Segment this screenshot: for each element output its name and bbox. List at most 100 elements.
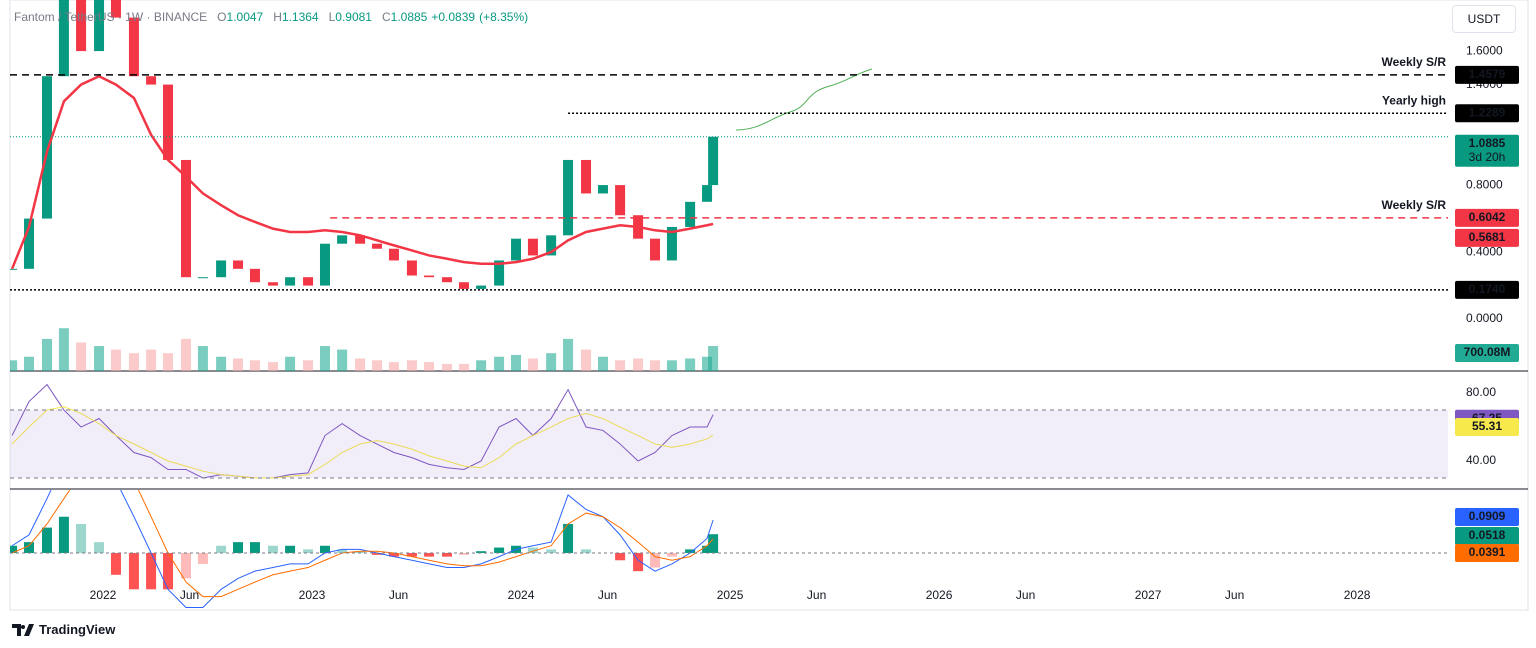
volume-bar <box>285 356 296 371</box>
histogram-bar <box>476 551 487 554</box>
candle <box>285 277 296 286</box>
ohlc-label: L <box>328 10 336 24</box>
candle <box>319 243 330 286</box>
volume-bar <box>303 360 314 371</box>
histogram-label: 0.0518 <box>1469 528 1506 542</box>
volume-bar <box>388 362 399 371</box>
histogram-bar <box>406 553 417 557</box>
ohlc-label: H <box>273 10 282 24</box>
y-tick-label: 0.0000 <box>1466 311 1503 325</box>
volume-label-box <box>1455 344 1519 362</box>
candle <box>458 282 469 289</box>
y-tick-label: 0.8000 <box>1466 177 1503 191</box>
ma-label: 0.5681 <box>1469 230 1506 244</box>
candle <box>355 235 366 244</box>
x-tick-label: Jun <box>1016 588 1035 602</box>
level-label-box <box>1455 208 1519 227</box>
candle <box>146 76 157 85</box>
volume-bar <box>110 349 121 371</box>
candle <box>337 235 348 244</box>
histogram-bar <box>702 545 713 554</box>
histogram-bar <box>267 545 278 554</box>
volume-bar <box>197 346 208 371</box>
histogram-bar <box>666 553 677 557</box>
candle <box>58 0 69 77</box>
volume-bar <box>708 346 719 371</box>
histogram-bar <box>337 549 348 554</box>
candle <box>563 159 574 236</box>
volume-bar <box>146 349 157 371</box>
candle <box>708 136 719 186</box>
ohlc-label: C <box>381 10 391 24</box>
candle <box>527 238 538 256</box>
candle <box>476 285 487 289</box>
level-name: Yearly high <box>1382 93 1446 107</box>
logo <box>12 623 34 636</box>
histogram-bar <box>128 553 139 590</box>
level-label: 0.6042 <box>1469 210 1506 224</box>
volume-bar <box>180 338 191 371</box>
y-tick-label: 80.00 <box>1466 385 1496 399</box>
candle <box>303 277 314 286</box>
candle <box>650 238 661 261</box>
volume-bar <box>666 360 677 371</box>
level-label-box <box>1455 65 1519 84</box>
change-pct: (+8.35%) <box>479 10 529 24</box>
rsi-ma-label: 55.31 <box>1472 419 1502 433</box>
volume-bar <box>58 328 69 371</box>
candle <box>406 260 417 276</box>
volume-bar <box>406 360 417 371</box>
volume-bar <box>233 358 244 371</box>
ohlc-value: 1.0047 <box>226 10 264 24</box>
ma-label-box <box>1455 228 1519 247</box>
histogram-bar <box>24 542 35 554</box>
x-tick-label: 2025 <box>717 588 744 602</box>
histogram-bar <box>615 553 626 561</box>
level-label-box <box>1455 280 1519 299</box>
histogram-bar <box>249 542 260 554</box>
histogram-bar <box>442 553 453 557</box>
x-tick-label: 2024 <box>508 588 535 602</box>
candle <box>94 0 105 52</box>
candle <box>163 84 174 160</box>
x-tick-label: 2026 <box>926 588 953 602</box>
candle <box>581 159 592 194</box>
histogram-bar <box>563 523 574 554</box>
histogram-bar <box>527 547 538 554</box>
candle <box>180 159 191 278</box>
volume-bar <box>10 360 18 371</box>
volume-bar <box>546 353 557 371</box>
x-tick-label: Jun <box>389 588 408 602</box>
ohlc-item: C1.0885 <box>382 10 427 24</box>
ohlc-item: O1.0047 <box>217 10 263 24</box>
frame <box>9 0 1529 611</box>
histogram-bar <box>146 553 157 590</box>
last-price-label-extra: 3d 20h <box>1469 150 1506 164</box>
candle <box>597 185 608 194</box>
rsi-ma-line <box>11 406 714 479</box>
candle <box>388 248 399 261</box>
rsi-pane <box>11 383 714 479</box>
rsi-ma-label-box <box>1455 417 1519 436</box>
volume-bar <box>476 360 487 371</box>
ohlc-value: 1.1364 <box>281 10 319 24</box>
candle <box>10 268 18 270</box>
brand-name: TradingView <box>39 622 116 637</box>
volume-bar <box>163 353 174 371</box>
brand: TradingView <box>12 622 115 637</box>
histogram-bar <box>355 551 366 554</box>
volume-bar <box>76 342 87 371</box>
level-name: Weekly S/R <box>1382 55 1447 69</box>
histogram-bar <box>94 542 105 554</box>
currency-button[interactable]: USDT <box>1452 5 1516 33</box>
candle <box>546 235 557 256</box>
volume-bar <box>702 356 713 371</box>
symbol-header: Fantom / TetherUS · 1W · BINANCE O1.0047 H… <box>14 10 528 24</box>
level-name: Weekly S/R <box>1382 198 1447 212</box>
volume-bar <box>94 346 105 371</box>
y-tick-label: 0.4000 <box>1466 244 1503 258</box>
candle <box>24 218 35 269</box>
ohlc-item: L0.9081 <box>329 10 372 24</box>
x-tick-label: 2027 <box>1135 588 1162 602</box>
